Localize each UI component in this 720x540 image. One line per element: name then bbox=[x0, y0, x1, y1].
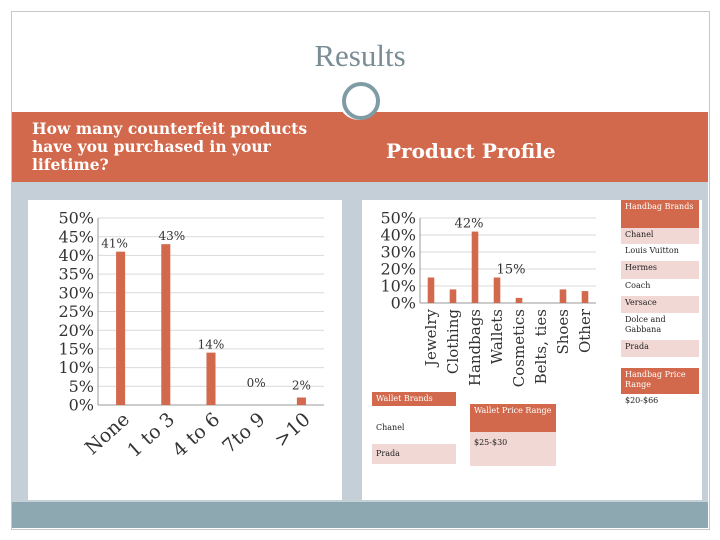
bar bbox=[296, 397, 306, 405]
category-label: Cosmetics bbox=[510, 309, 528, 387]
wallet-brand-item: Prada bbox=[372, 444, 456, 464]
y-tick-label: 25% bbox=[58, 302, 94, 321]
purchase-count-chart: 0%5%10%15%20%25%30%35%40%45%50%41%None43… bbox=[58, 209, 324, 462]
bar bbox=[515, 297, 523, 303]
category-label: Wallets bbox=[488, 309, 506, 364]
category-label: Belts, ties bbox=[532, 309, 550, 384]
category-label: 1 to 3 bbox=[123, 408, 179, 461]
y-tick-label: 0% bbox=[69, 396, 94, 415]
title-circle-icon bbox=[342, 82, 380, 120]
category-label: Jewelry bbox=[422, 308, 440, 368]
y-tick-label: 30% bbox=[58, 283, 94, 302]
bar bbox=[427, 277, 435, 303]
y-tick-label: 45% bbox=[58, 227, 94, 246]
y-tick-label: 10% bbox=[58, 358, 94, 377]
data-label: 43% bbox=[158, 229, 185, 243]
category-label: 4 to 6 bbox=[168, 408, 224, 461]
category-label: >10 bbox=[270, 408, 315, 451]
wallet-price-value: $25-$30 bbox=[470, 432, 556, 466]
header-band bbox=[12, 112, 708, 182]
left-heading: How many counterfeit products have you p… bbox=[32, 119, 308, 174]
slide-title: Results bbox=[314, 38, 406, 73]
y-tick-label: 20% bbox=[58, 321, 94, 340]
handbag-brand-item: Hermes bbox=[621, 261, 699, 279]
handbag-brands-header: Handbag Brands bbox=[621, 200, 699, 228]
handbag-brand-item: Chanel bbox=[621, 228, 699, 244]
y-tick-label: 40% bbox=[380, 226, 416, 245]
bar bbox=[471, 231, 479, 303]
handbag-brand-item: Dolce and Gabbana bbox=[621, 313, 699, 340]
y-tick-label: 35% bbox=[58, 265, 94, 284]
wallet-brands-header: Wallet Brands bbox=[372, 392, 456, 406]
category-label: Other bbox=[576, 308, 594, 353]
right-heading: Product Profile bbox=[386, 139, 556, 163]
y-tick-label: 0% bbox=[391, 294, 416, 313]
data-label: 41% bbox=[101, 237, 128, 251]
bar bbox=[116, 251, 126, 405]
data-label: 15% bbox=[497, 263, 526, 278]
handbag-price-value: $20-$66 bbox=[621, 394, 699, 410]
data-label: 42% bbox=[455, 217, 484, 232]
data-label: 0% bbox=[247, 376, 266, 390]
y-tick-label: 10% bbox=[380, 277, 416, 296]
wallet-price-header: Wallet Price Range bbox=[470, 404, 556, 432]
product-type-chart: 0%10%20%30%40%50% Jewelry Clothing 42% Handb… bbox=[380, 209, 596, 387]
category-label: Shoes bbox=[554, 309, 572, 355]
y-tick-label: 50% bbox=[380, 209, 416, 228]
bar bbox=[559, 289, 567, 303]
bar bbox=[206, 352, 216, 405]
category-label: Clothing bbox=[444, 309, 462, 374]
wallet-brand-item: Chanel bbox=[372, 418, 456, 438]
category-label: None bbox=[81, 408, 134, 459]
category-label: 7to 9 bbox=[218, 408, 269, 457]
footer-band bbox=[12, 502, 708, 528]
left-chart-panel: 0% 5% 10% 15% 20% 25% 30% 35% 40% 45% 50% 41% None 43… bbox=[28, 200, 342, 500]
y-tick-label: 20% bbox=[380, 260, 416, 279]
data-label: 2% bbox=[292, 379, 311, 393]
handbag-brand-item: Louis Vuitton bbox=[621, 244, 699, 261]
bar bbox=[581, 291, 589, 303]
bar bbox=[161, 244, 171, 405]
category-label: Handbags bbox=[466, 309, 484, 386]
handbag-brand-item: Prada bbox=[621, 340, 699, 357]
y-tick-label: 5% bbox=[69, 377, 94, 396]
bar bbox=[493, 277, 501, 303]
y-tick-label: 50% bbox=[58, 209, 94, 228]
bar bbox=[449, 289, 457, 303]
y-tick-label: 30% bbox=[380, 243, 416, 262]
handbag-price-header: Handbag Price Range bbox=[621, 368, 699, 394]
data-label: 14% bbox=[198, 338, 225, 352]
y-tick-label: 15% bbox=[58, 340, 94, 359]
y-tick-label: 40% bbox=[58, 246, 94, 265]
handbag-brand-item: Versace bbox=[621, 296, 699, 313]
handbag-brand-item: Coach bbox=[621, 279, 699, 296]
